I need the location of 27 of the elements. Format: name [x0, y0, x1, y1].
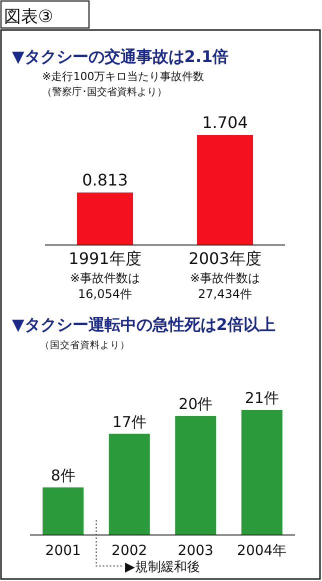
bar	[42, 487, 84, 535]
data-label: 20件	[178, 394, 213, 413]
x-tick-label: 2004年	[237, 543, 287, 559]
data-label: 17件	[112, 412, 146, 431]
data-label: 21件	[244, 389, 279, 407]
text: （警察庁･国交省資料より）	[42, 86, 167, 98]
data-label: 8件	[50, 466, 76, 484]
text: ▶規制緩和後	[125, 560, 200, 575]
bar	[175, 416, 216, 535]
text: 27,434件	[198, 287, 252, 301]
x-tick-label: 2003	[178, 543, 214, 559]
text: ※事故件数は	[70, 271, 140, 285]
chart-subtitle: （国交省資料より）	[40, 339, 130, 351]
bar	[108, 434, 150, 535]
chart-subtitle: ※走行100万キロ当たり事故件数	[42, 70, 204, 83]
text: ※事故件数は	[190, 271, 260, 285]
text: 16,054件	[78, 287, 132, 301]
x-tick-label: 2001	[45, 543, 81, 559]
bar	[241, 410, 282, 535]
x-tick-label: 2003年度	[188, 249, 262, 268]
x-tick-label: 1991年度	[68, 249, 142, 268]
x-tick-label: 2002	[112, 543, 148, 559]
data-label: 1.704	[202, 113, 248, 132]
chart-title: ▼タクシーの交通事故は2.1倍	[12, 47, 229, 66]
chart-title: ▼タクシー運転中の急性死は2倍以上	[12, 315, 276, 334]
data-label: 0.813	[82, 170, 128, 190]
text: 図表③	[4, 7, 54, 27]
